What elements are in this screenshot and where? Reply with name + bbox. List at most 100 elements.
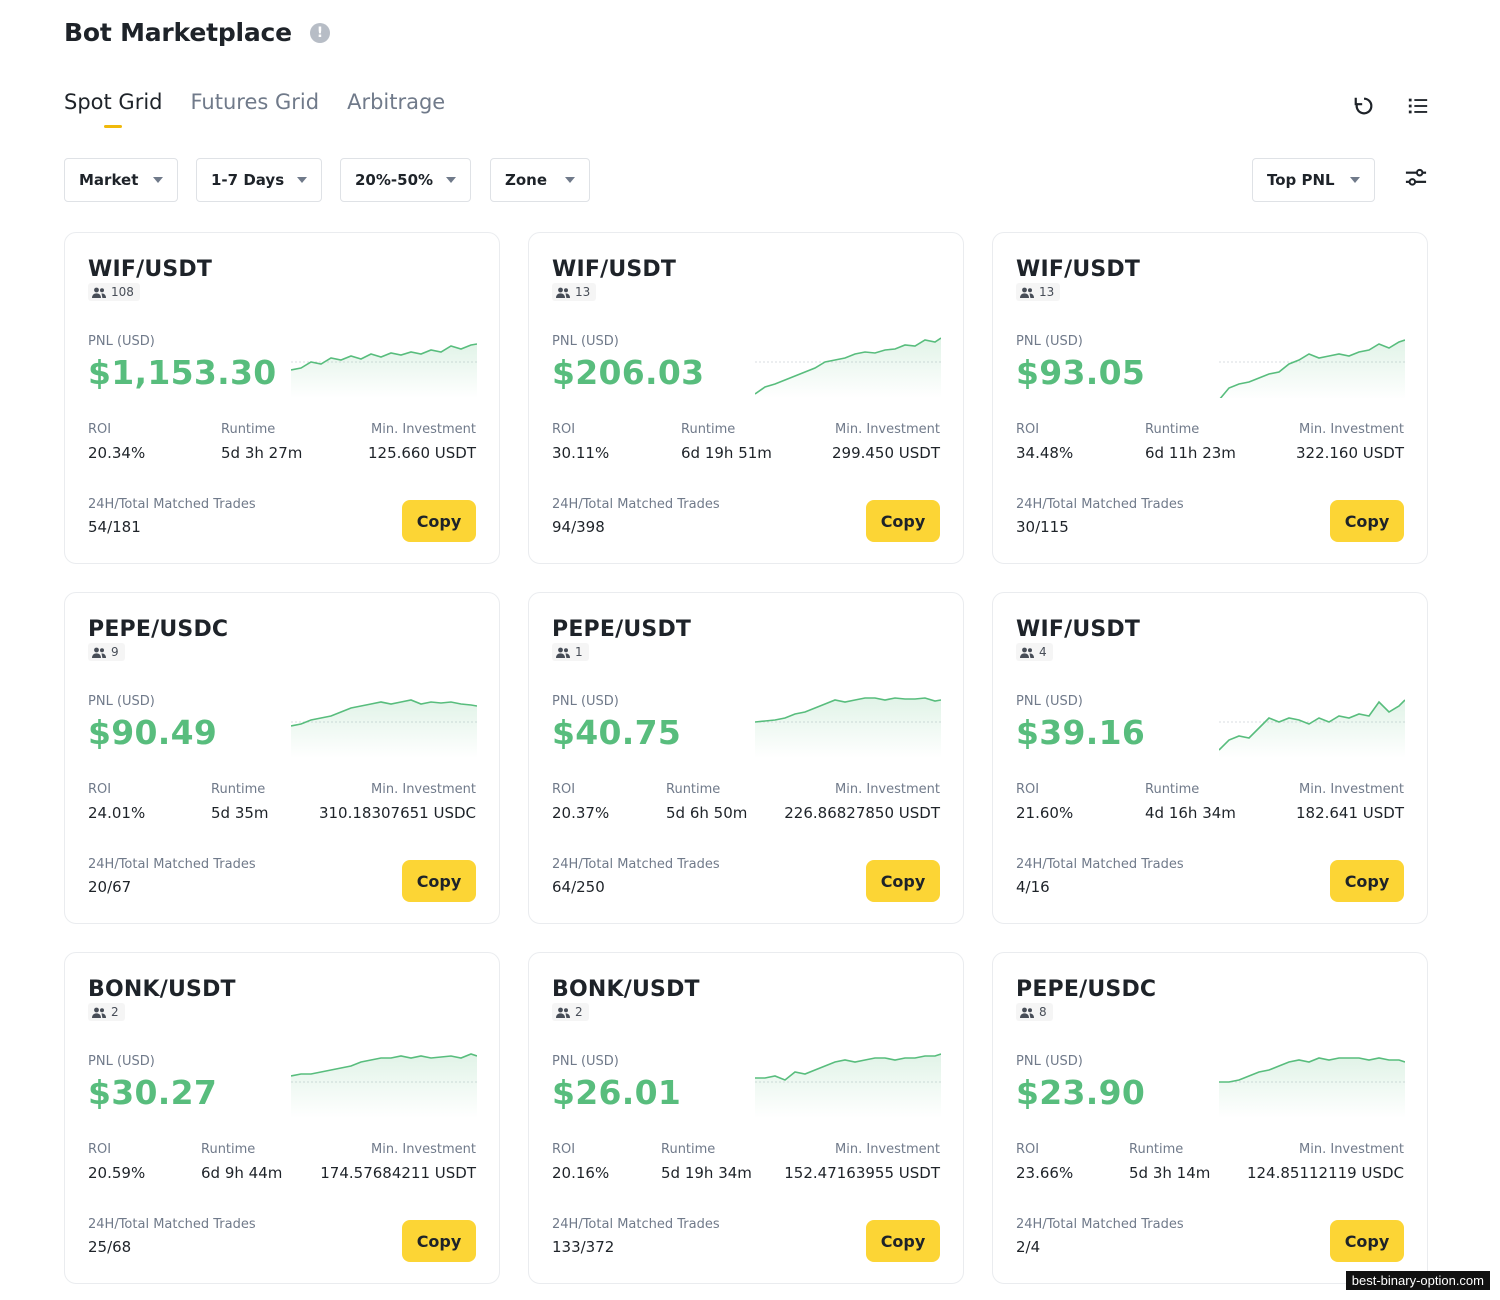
- users-badge: 13: [552, 283, 597, 301]
- trading-pair: PEPE/USDT: [552, 617, 692, 642]
- roi-value: 20.16%: [552, 1164, 610, 1182]
- tab-bar: Spot Grid Futures Grid Arbitrage: [64, 90, 445, 114]
- roi-value: 20.37%: [552, 804, 610, 822]
- pnl-label: PNL (USD): [552, 334, 619, 349]
- zone-dropdown[interactable]: Zone: [490, 158, 590, 202]
- bot-card[interactable]: WIF/USDT 108 PNL (USD) $1,153.30 ROI 20.34% Ru…: [64, 232, 500, 564]
- matched-trades-value: 20/67: [88, 878, 132, 896]
- refresh-icon[interactable]: [1352, 94, 1376, 118]
- min-investment-value: 182.641 USDT: [1295, 804, 1404, 822]
- runtime-label: Runtime: [221, 422, 276, 437]
- copy-button[interactable]: Copy: [402, 860, 476, 902]
- filter-settings-icon[interactable]: [1404, 166, 1428, 190]
- bot-card[interactable]: PEPE/USDT 1 PNL (USD) $40.75 ROI 20.37% Runtim…: [528, 592, 964, 924]
- runtime-value: 6d 11h 23m: [1145, 444, 1236, 462]
- tab-spot-grid[interactable]: Spot Grid: [64, 90, 163, 114]
- pnl-value: $26.01: [552, 1073, 682, 1112]
- list-view-icon[interactable]: [1406, 94, 1430, 118]
- watermark: best-binary-option.com: [1345, 1271, 1490, 1290]
- users-icon: [92, 1007, 106, 1018]
- users-count: 13: [1039, 285, 1055, 299]
- pnl-sparkline: [1219, 339, 1405, 398]
- pnl-sparkline: [755, 1053, 941, 1118]
- bot-card[interactable]: BONK/USDT 2 PNL (USD) $26.01 ROI 20.16% Runtim…: [528, 952, 964, 1284]
- roi-label: ROI: [88, 782, 112, 797]
- bot-card[interactable]: PEPE/USDC 8 PNL (USD) $23.90 ROI 23.66% Runtim…: [992, 952, 1428, 1284]
- users-icon: [92, 287, 106, 298]
- roi-label: ROI: [1016, 782, 1040, 797]
- tab-futures-grid[interactable]: Futures Grid: [190, 90, 320, 114]
- matched-trades-label: 24H/Total Matched Trades: [552, 497, 720, 512]
- roi-value: 23.66%: [1016, 1164, 1074, 1182]
- min-investment-label: Min. Investment: [371, 1142, 476, 1157]
- bot-card[interactable]: PEPE/USDC 9 PNL (USD) $90.49 ROI 24.01% Runtim…: [64, 592, 500, 924]
- roi-value: 21.60%: [1016, 804, 1074, 822]
- matched-trades-value: 94/398: [552, 518, 605, 536]
- tab-arbitrage[interactable]: Arbitrage: [347, 90, 446, 114]
- filter-bar: Market 1-7 Days 20%-50% Zone Top PNL: [64, 158, 1430, 204]
- users-count: 2: [111, 1005, 119, 1019]
- trading-pair: WIF/USDT: [552, 257, 677, 282]
- matched-trades-value: 133/372: [552, 1238, 615, 1256]
- matched-trades-label: 24H/Total Matched Trades: [552, 1217, 720, 1232]
- days-dropdown[interactable]: 1-7 Days: [196, 158, 322, 202]
- title-row: Bot Marketplace !: [64, 18, 330, 47]
- pnl-sparkline: [291, 1053, 477, 1118]
- chevron-down-icon: [565, 177, 575, 183]
- min-investment-label: Min. Investment: [371, 422, 476, 437]
- copy-button[interactable]: Copy: [866, 1220, 940, 1262]
- min-investment-label: Min. Investment: [835, 782, 940, 797]
- sort-dropdown-label: Top PNL: [1267, 171, 1335, 189]
- matched-trades-value: 2/4: [1016, 1238, 1041, 1256]
- copy-button[interactable]: Copy: [402, 500, 476, 542]
- pnl-value: $90.49: [88, 713, 218, 752]
- bot-card[interactable]: WIF/USDT 13 PNL (USD) $93.05 ROI 34.48% Runtim…: [992, 232, 1428, 564]
- users-icon: [1020, 1007, 1034, 1018]
- pnl-value: $206.03: [552, 353, 705, 392]
- matched-trades-label: 24H/Total Matched Trades: [1016, 497, 1184, 512]
- users-badge: 1: [552, 643, 589, 661]
- bot-card[interactable]: BONK/USDT 2 PNL (USD) $30.27 ROI 20.59% Runtim…: [64, 952, 500, 1284]
- min-investment-value: 152.47163955 USDT: [784, 1164, 940, 1182]
- chevron-down-icon: [153, 177, 163, 183]
- market-dropdown[interactable]: Market: [64, 158, 178, 202]
- sort-dropdown[interactable]: Top PNL: [1252, 158, 1375, 202]
- min-investment-value: 299.450 USDT: [831, 444, 940, 462]
- users-icon: [556, 1007, 570, 1018]
- runtime-value: 5d 6h 50m: [666, 804, 748, 822]
- roi-value: 30.11%: [552, 444, 610, 462]
- pnl-value: $30.27: [88, 1073, 218, 1112]
- min-investment-value: 322.160 USDT: [1295, 444, 1404, 462]
- roi-range-dropdown[interactable]: 20%-50%: [340, 158, 471, 202]
- min-investment-value: 125.660 USDT: [367, 444, 476, 462]
- runtime-label: Runtime: [666, 782, 721, 797]
- matched-trades-label: 24H/Total Matched Trades: [1016, 1217, 1184, 1232]
- copy-button[interactable]: Copy: [1330, 1220, 1404, 1262]
- info-icon[interactable]: !: [309, 22, 330, 43]
- bot-card[interactable]: WIF/USDT 4 PNL (USD) $39.16 ROI 21.60% Runtime…: [992, 592, 1428, 924]
- users-badge: 108: [88, 283, 140, 301]
- chevron-down-icon: [446, 177, 456, 183]
- copy-button[interactable]: Copy: [866, 860, 940, 902]
- trading-pair: BONK/USDT: [552, 977, 700, 1002]
- users-count: 13: [575, 285, 591, 299]
- users-badge: 8: [1016, 1003, 1053, 1021]
- copy-button[interactable]: Copy: [866, 500, 940, 542]
- copy-button[interactable]: Copy: [1330, 860, 1404, 902]
- runtime-value: 5d 3h 27m: [221, 444, 303, 462]
- matched-trades-value: 54/181: [88, 518, 141, 536]
- copy-button[interactable]: Copy: [1330, 500, 1404, 542]
- roi-label: ROI: [552, 422, 576, 437]
- pnl-label: PNL (USD): [1016, 694, 1083, 709]
- users-icon: [1020, 287, 1034, 298]
- runtime-value: 6d 19h 51m: [681, 444, 772, 462]
- matched-trades-label: 24H/Total Matched Trades: [88, 857, 256, 872]
- users-icon: [556, 287, 570, 298]
- bot-card[interactable]: WIF/USDT 13 PNL (USD) $206.03 ROI 30.11% Runti…: [528, 232, 964, 564]
- users-count: 4: [1039, 645, 1047, 659]
- trading-pair: PEPE/USDC: [1016, 977, 1157, 1002]
- users-badge: 2: [552, 1003, 589, 1021]
- trading-pair: WIF/USDT: [1016, 617, 1141, 642]
- copy-button[interactable]: Copy: [402, 1220, 476, 1262]
- min-investment-label: Min. Investment: [1299, 1142, 1404, 1157]
